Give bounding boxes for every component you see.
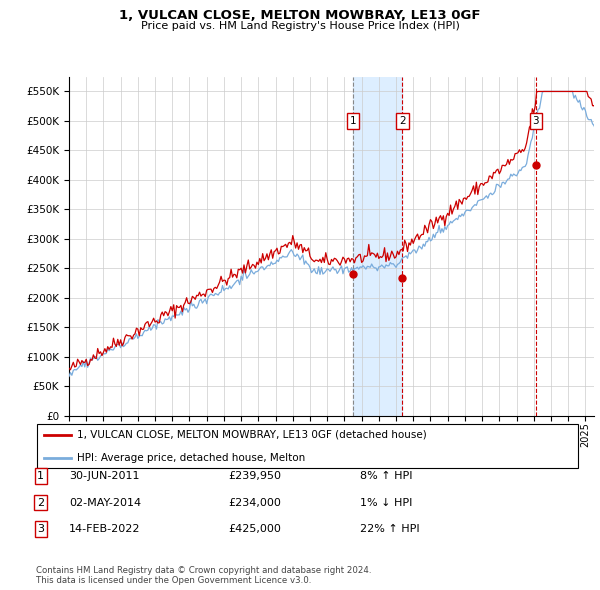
- Text: 1, VULCAN CLOSE, MELTON MOWBRAY, LE13 0GF: 1, VULCAN CLOSE, MELTON MOWBRAY, LE13 0G…: [119, 9, 481, 22]
- Text: Contains HM Land Registry data © Crown copyright and database right 2024.
This d: Contains HM Land Registry data © Crown c…: [36, 566, 371, 585]
- Text: 3: 3: [533, 116, 539, 126]
- Text: 2: 2: [399, 116, 406, 126]
- Text: Price paid vs. HM Land Registry's House Price Index (HPI): Price paid vs. HM Land Registry's House …: [140, 21, 460, 31]
- Text: 8% ↑ HPI: 8% ↑ HPI: [360, 471, 413, 481]
- Text: 30-JUN-2011: 30-JUN-2011: [69, 471, 139, 481]
- Text: 1, VULCAN CLOSE, MELTON MOWBRAY, LE13 0GF (detached house): 1, VULCAN CLOSE, MELTON MOWBRAY, LE13 0G…: [77, 430, 427, 440]
- Text: 02-MAY-2014: 02-MAY-2014: [69, 498, 141, 507]
- Text: £239,950: £239,950: [228, 471, 281, 481]
- FancyBboxPatch shape: [37, 424, 578, 468]
- Text: 14-FEB-2022: 14-FEB-2022: [69, 525, 140, 534]
- Text: 1: 1: [37, 471, 44, 481]
- Bar: [353, 77, 403, 416]
- Text: £234,000: £234,000: [228, 498, 281, 507]
- Text: HPI: Average price, detached house, Melton: HPI: Average price, detached house, Melt…: [77, 453, 305, 463]
- Text: 2: 2: [37, 498, 44, 507]
- Text: 1% ↓ HPI: 1% ↓ HPI: [360, 498, 412, 507]
- Text: £425,000: £425,000: [228, 525, 281, 534]
- Text: 22% ↑ HPI: 22% ↑ HPI: [360, 525, 419, 534]
- Text: 1: 1: [350, 116, 356, 126]
- Text: 3: 3: [37, 525, 44, 534]
